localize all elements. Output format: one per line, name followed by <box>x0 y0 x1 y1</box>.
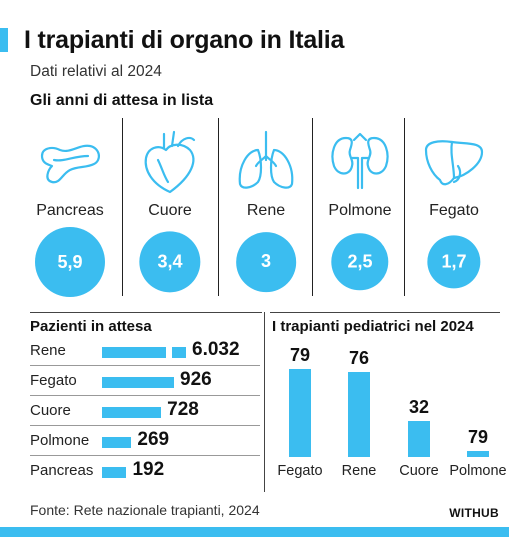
lungs-icon <box>238 130 294 189</box>
organ-name: Polmone <box>328 202 392 219</box>
waiting-years-value: 1,7 <box>427 235 481 289</box>
column-divider <box>404 118 405 296</box>
column-divider <box>312 118 313 296</box>
pediatric-title: I trapianti pediatrici nel 2024 <box>272 318 474 335</box>
pediatric-label: Fegato <box>277 463 323 479</box>
panel-divider <box>30 312 262 313</box>
waiting-bar <box>102 467 127 478</box>
waiting-bar <box>102 377 174 388</box>
waiting-row-label: Pancreas <box>30 462 94 479</box>
waiting-bar <box>102 347 166 358</box>
pancreas-icon <box>40 144 100 184</box>
waiting-row-label: Fegato <box>30 372 77 389</box>
pediatric-bar <box>289 369 311 457</box>
waiting-row: Rene 6.032 <box>30 336 260 366</box>
waiting-row: Pancreas 192 <box>30 456 260 486</box>
waiting-years-value: 3 <box>236 232 296 292</box>
pediatric-value: 79 <box>289 345 311 365</box>
organ-column-polmone: Polmone 2,5 <box>312 120 408 296</box>
title-accent-bar <box>0 28 8 52</box>
waiting-patients-title: Pazienti in attesa <box>30 318 152 335</box>
organ-name: Fegato <box>429 202 479 219</box>
organ-name: Pancreas <box>36 202 104 219</box>
pediatric-bar <box>467 451 489 457</box>
organ-column-pancreas: Pancreas 5,9 <box>22 120 118 297</box>
waiting-row-label: Rene <box>30 342 66 359</box>
waiting-value: 269 <box>137 429 170 450</box>
waiting-row-label: Polmone <box>30 432 90 449</box>
waiting-bar <box>102 437 132 448</box>
brand-logo: WITHUB <box>449 506 499 520</box>
column-divider <box>122 118 123 296</box>
pediatric-label: Cuore <box>399 463 439 479</box>
heart-icon <box>144 130 196 194</box>
source-note: Fonte: Rete nazionale trapianti, 2024 <box>30 502 260 518</box>
kidneys-icon <box>331 132 389 190</box>
waiting-row-label: Cuore <box>30 402 71 419</box>
waiting-value: 926 <box>180 369 212 390</box>
organ-column-cuore: Cuore 3,4 <box>122 120 218 296</box>
column-divider <box>218 118 219 296</box>
waiting-bar <box>102 407 162 418</box>
row-separator <box>30 425 260 426</box>
organ-name: Rene <box>246 202 286 219</box>
organ-column-rene: Rene 3 <box>218 120 314 296</box>
waiting-bar-break <box>172 347 186 358</box>
bottom-accent-strip <box>0 527 509 537</box>
liver-icon <box>424 140 484 186</box>
waiting-value: 728 <box>167 399 199 420</box>
waiting-years-heading: Gli anni di attesa in lista <box>30 92 214 109</box>
panel-divider <box>270 312 500 313</box>
panel-divider <box>264 312 265 492</box>
organ-column-fegato: Fegato 1,7 <box>406 120 502 296</box>
waiting-years-value: 3,4 <box>139 231 201 293</box>
pediatric-value: 32 <box>408 397 430 418</box>
pediatric-bar <box>348 372 370 457</box>
row-separator <box>30 365 260 366</box>
waiting-value: 192 <box>132 459 165 480</box>
pediatric-bar <box>408 421 430 457</box>
waiting-years-value: 2,5 <box>331 233 389 291</box>
waiting-value: 6.032 <box>192 339 240 360</box>
page-subtitle: Dati relativi al 2024 <box>30 63 162 80</box>
pediatric-value: 79 <box>467 427 489 447</box>
waiting-row: Cuore 728 <box>30 396 260 426</box>
pediatric-value: 76 <box>348 348 370 369</box>
pediatric-label: Rene <box>341 463 377 479</box>
pediatric-label: Polmone <box>449 463 507 479</box>
waiting-row: Fegato 926 <box>30 366 260 396</box>
waiting-years-value: 5,9 <box>35 227 105 297</box>
organ-name: Cuore <box>148 202 192 219</box>
row-separator <box>30 395 260 396</box>
row-separator <box>30 455 260 456</box>
page-title: I trapianti di organo in Italia <box>24 26 345 54</box>
waiting-row: Polmone 269 <box>30 426 260 456</box>
